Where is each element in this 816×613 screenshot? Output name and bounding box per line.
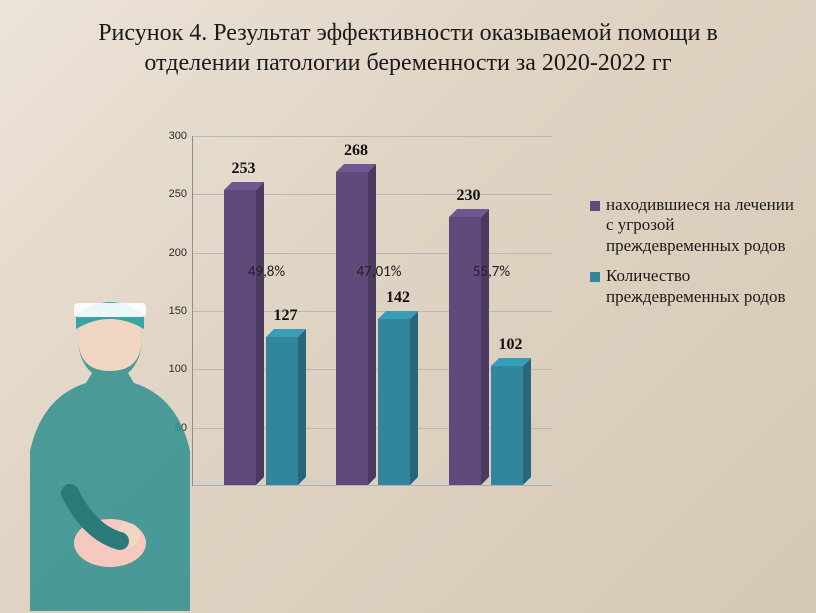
legend: находившиеся на лечении с угрозой прежде… [590,195,800,317]
value-label: 230 [439,187,499,205]
percent-label: 47,01% [357,263,402,281]
percent-label: 55,7% [473,263,510,281]
chart-title: Рисунок 4. Результат эффективности оказы… [0,0,816,78]
bar-s1 [336,172,368,485]
bar-s1 [449,217,481,485]
legend-label: Количество преждевременных родов [606,266,800,307]
y-tick-label: 250 [169,188,187,200]
value-label: 127 [256,307,316,325]
value-label: 268 [326,142,386,160]
bar-s2 [491,366,523,485]
bar-s1 [224,190,256,485]
bar-s2 [266,337,298,485]
bar-chart: 50 100 150 200 250 300 253 127 49,8% 268 142 47,01%… [140,130,580,530]
percent-label: 49,8% [248,263,285,281]
legend-swatch [590,272,600,282]
value-label: 142 [368,289,428,307]
y-tick-label: 150 [169,305,187,317]
y-tick-label: 300 [169,130,187,142]
legend-item: находившиеся на лечении с угрозой прежде… [590,195,800,256]
value-label: 102 [481,336,541,354]
bar-s2 [378,319,410,485]
y-tick-label: 200 [169,247,187,259]
y-tick-label: 50 [175,422,187,434]
value-label: 253 [214,160,274,178]
legend-item: Количество преждевременных родов [590,266,800,307]
legend-swatch [590,201,600,211]
legend-label: находившиеся на лечении с угрозой прежде… [606,195,800,256]
plot-area: 5010015020025030025312749,8%26814247,01%… [192,136,552,486]
y-tick-label: 100 [169,363,187,375]
grid-line [193,136,552,137]
